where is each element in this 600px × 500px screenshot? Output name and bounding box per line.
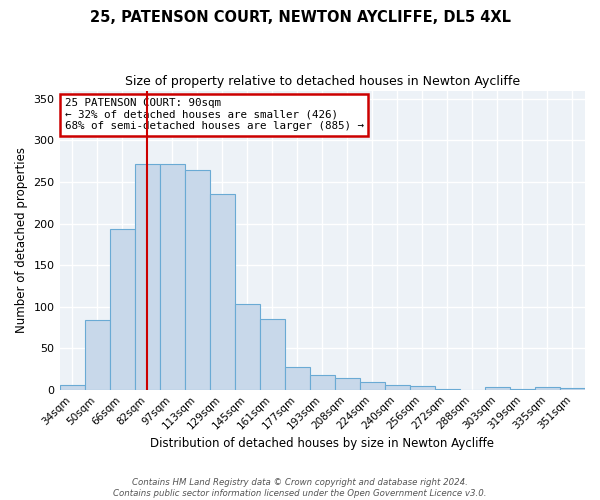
Bar <box>134 164 160 390</box>
Bar <box>235 304 260 390</box>
Bar <box>110 230 134 390</box>
Bar <box>560 388 585 390</box>
Bar <box>385 384 410 390</box>
Bar <box>59 384 85 390</box>
Y-axis label: Number of detached properties: Number of detached properties <box>15 147 28 333</box>
Text: 25, PATENSON COURT, NEWTON AYCLIFFE, DL5 4XL: 25, PATENSON COURT, NEWTON AYCLIFFE, DL5… <box>89 10 511 25</box>
Bar <box>335 378 360 390</box>
Bar <box>410 386 435 390</box>
Bar <box>185 170 209 390</box>
Bar <box>360 382 385 390</box>
X-axis label: Distribution of detached houses by size in Newton Aycliffe: Distribution of detached houses by size … <box>150 437 494 450</box>
Bar <box>285 368 310 390</box>
Title: Size of property relative to detached houses in Newton Aycliffe: Size of property relative to detached ho… <box>125 75 520 88</box>
Text: Contains HM Land Registry data © Crown copyright and database right 2024.
Contai: Contains HM Land Registry data © Crown c… <box>113 478 487 498</box>
Bar <box>160 164 185 390</box>
Bar <box>260 319 285 390</box>
Bar <box>85 320 110 390</box>
Bar <box>209 194 235 390</box>
Bar <box>435 389 460 390</box>
Bar <box>510 389 535 390</box>
Bar <box>535 387 560 390</box>
Bar <box>485 387 510 390</box>
Bar <box>310 375 335 390</box>
Text: 25 PATENSON COURT: 90sqm
← 32% of detached houses are smaller (426)
68% of semi-: 25 PATENSON COURT: 90sqm ← 32% of detach… <box>65 98 364 131</box>
